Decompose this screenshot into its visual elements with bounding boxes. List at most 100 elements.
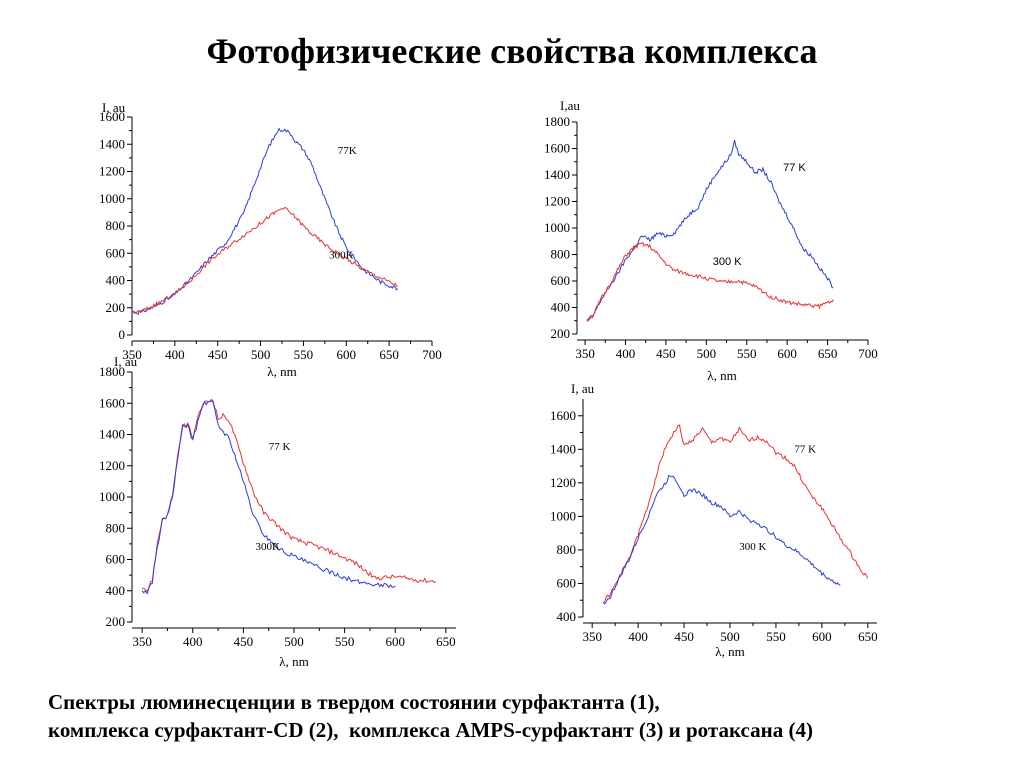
series-annotation: 77 K xyxy=(783,162,806,174)
y-tick-label: 400 xyxy=(551,300,571,315)
y-tick-label: 400 xyxy=(106,273,126,288)
caption-line-2: комплекса сурфактант-CD (2), комплекса A… xyxy=(48,718,813,742)
x-tick-label: 550 xyxy=(766,629,786,644)
y-tick-label: 1600 xyxy=(544,141,570,156)
x-tick-label: 500 xyxy=(720,629,740,644)
x-tick-label: 350 xyxy=(582,629,602,644)
x-tick-label: 550 xyxy=(737,346,757,361)
x-tick-label: 600 xyxy=(777,346,797,361)
x-tick-label: 600 xyxy=(812,629,832,644)
y-axis-label: I,au xyxy=(560,98,580,113)
x-tick-label: 600 xyxy=(337,347,357,362)
series-annotation: 77 K xyxy=(269,441,291,453)
y-tick-label: 1400 xyxy=(99,136,125,151)
series-line-300k xyxy=(131,206,398,314)
series-line-300k xyxy=(141,400,396,595)
x-tick-label: 600 xyxy=(386,634,406,649)
y-tick-label: 800 xyxy=(106,520,126,535)
x-tick-label: 450 xyxy=(208,347,228,362)
x-tick-label: 450 xyxy=(656,346,676,361)
x-tick-label: 550 xyxy=(294,347,314,362)
y-tick-label: 1600 xyxy=(99,395,125,410)
y-axis-label: I, au xyxy=(114,354,138,369)
x-axis-label: λ, nm xyxy=(707,368,736,383)
y-tick-label: 800 xyxy=(551,247,571,262)
y-tick-label: 200 xyxy=(106,614,126,629)
series-line-77k xyxy=(602,424,869,604)
y-tick-label: 800 xyxy=(557,542,577,557)
y-tick-label: 1000 xyxy=(550,508,576,523)
series-annotation: 77 K xyxy=(794,444,816,456)
series-line-77k xyxy=(586,139,834,321)
y-tick-label: 1200 xyxy=(550,475,576,490)
x-tick-label: 450 xyxy=(234,634,254,649)
x-tick-label: 650 xyxy=(858,629,878,644)
slide-title: Фотофизические свойства комплекса xyxy=(206,31,818,71)
x-tick-label: 400 xyxy=(165,347,185,362)
y-tick-label: 1200 xyxy=(99,458,125,473)
x-tick-label: 400 xyxy=(183,634,203,649)
y-tick-label: 0 xyxy=(119,327,126,342)
y-tick-label: 200 xyxy=(106,300,126,315)
y-tick-label: 1000 xyxy=(544,220,570,235)
x-axis-label: λ, nm xyxy=(715,644,744,659)
y-tick-label: 600 xyxy=(106,245,126,260)
y-tick-label: 1400 xyxy=(99,427,125,442)
x-tick-label: 350 xyxy=(132,634,152,649)
series-line-77k xyxy=(131,127,399,315)
x-tick-label: 550 xyxy=(335,634,355,649)
x-tick-label: 350 xyxy=(122,347,142,362)
y-tick-label: 1800 xyxy=(544,114,570,129)
slide-caption: Спектры люминесценции в твердом состояни… xyxy=(48,688,1008,744)
y-tick-label: 1800 xyxy=(99,364,125,379)
x-tick-label: 450 xyxy=(674,629,694,644)
series-annotation: 300K xyxy=(256,541,281,553)
y-tick-label: 1000 xyxy=(99,489,125,504)
x-tick-label: 500 xyxy=(251,347,271,362)
series-line-300k xyxy=(602,474,841,605)
y-tick-label: 200 xyxy=(551,326,571,341)
series-annotation: 300 K xyxy=(739,541,766,553)
x-tick-label: 500 xyxy=(697,346,717,361)
y-axis-label: I, au xyxy=(571,381,595,396)
y-tick-label: 600 xyxy=(106,552,126,567)
y-tick-label: 1600 xyxy=(550,408,576,423)
y-tick-label: 1000 xyxy=(99,191,125,206)
x-tick-label: 650 xyxy=(379,347,399,362)
x-tick-label: 400 xyxy=(616,346,636,361)
y-tick-label: 1200 xyxy=(544,194,570,209)
series-annotation: 300 K xyxy=(713,256,742,268)
x-tick-label: 650 xyxy=(818,346,838,361)
y-tick-label: 400 xyxy=(557,609,577,624)
y-tick-label: 800 xyxy=(106,218,126,233)
y-tick-label: 1400 xyxy=(550,441,576,456)
series-line-77k xyxy=(142,398,437,592)
y-tick-label: 600 xyxy=(551,273,571,288)
y-tick-label: 1200 xyxy=(99,164,125,179)
x-tick-label: 700 xyxy=(858,346,878,361)
y-tick-label: 1600 xyxy=(99,109,125,124)
y-tick-label: 400 xyxy=(106,583,126,598)
x-axis-label: λ, nm xyxy=(279,654,308,669)
x-tick-label: 400 xyxy=(628,629,648,644)
series-annotation: 300K xyxy=(329,250,354,262)
x-tick-label: 500 xyxy=(284,634,304,649)
y-tick-label: 1400 xyxy=(544,167,570,182)
x-axis-label: λ, nm xyxy=(267,364,296,379)
x-tick-label: 650 xyxy=(436,634,456,649)
x-tick-label: 700 xyxy=(422,347,442,362)
y-axis-label: I, au xyxy=(102,100,126,115)
series-annotation: 77K xyxy=(338,145,357,157)
y-tick-label: 600 xyxy=(557,575,577,590)
caption-line-1: Спектры люминесценции в твердом состояни… xyxy=(48,690,660,714)
series-line-300k xyxy=(586,241,834,323)
x-tick-label: 350 xyxy=(575,346,595,361)
